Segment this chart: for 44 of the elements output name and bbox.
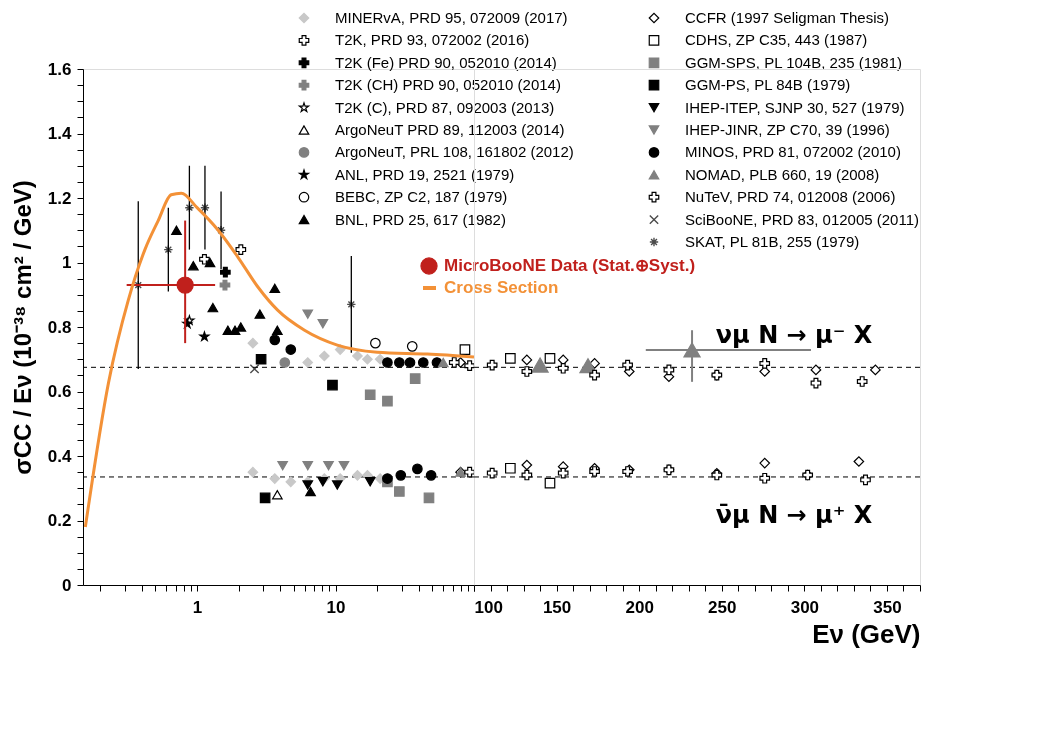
legend-label: IHEP-JINR, ZP C70, 39 (1996)	[685, 121, 890, 138]
annotation: ν̄μ N → μ⁺ X	[715, 501, 873, 529]
legend-label: GGM-PS, PL 84B (1979)	[685, 76, 851, 94]
legend-label: ANL, PRD 19, 2521 (1979)	[335, 165, 515, 183]
y-tick-label: 1.6	[47, 59, 72, 79]
legend-label: MINERvA, PRD 95, 072009 (2017)	[335, 9, 568, 26]
legend-label: CCFR (1997 Seligman Thesis)	[685, 9, 889, 26]
y-tick-label: 0	[62, 575, 72, 595]
x-tick-label: 250	[708, 597, 737, 617]
legend-label: ArgoNeuT PRD 89, 112003 (2014)	[335, 121, 565, 138]
legend-label: SKAT, PL 81B, 255 (1979)	[685, 233, 860, 250]
x-tick-label: 350	[873, 597, 902, 617]
legend-label: T2K (Fe) PRD 90, 052010 (2014)	[335, 53, 557, 71]
legend-label: ArgoNeuT, PRL 108, 161802 (2012)	[335, 143, 574, 161]
x-tick-label: 150	[542, 597, 572, 617]
legend-label: NuTeV, PRD 74, 012008 (2006)	[685, 188, 896, 206]
y-tick-label: 0.6	[47, 382, 72, 401]
legend-label: T2K (C), PRD 87, 092003 (2013)	[335, 98, 555, 116]
legend-label: CDHS, ZP C35, 443 (1987)	[685, 31, 868, 49]
y-tick-label: 0.8	[47, 317, 72, 337]
legend-label: GGM-SPS, PL 104B, 235 (1981)	[685, 53, 903, 71]
x-tick-label: 200	[625, 597, 654, 617]
legend-label: T2K (CH) PRD 90, 052010 (2014)	[335, 76, 561, 94]
legend-label: SciBooNE, PRD 83, 012005 (2011)	[685, 210, 920, 228]
y-tick-label: 1.4	[47, 124, 73, 143]
legend-label: Cross Section	[444, 278, 559, 297]
legend-label: NOMAD, PLB 660, 19 (2008)	[685, 165, 880, 183]
legend-label: BEBC, ZP C2, 187 (1979)	[335, 188, 508, 206]
x-tick-label: 300	[790, 597, 820, 617]
legend-label: BNL, PRD 25, 617 (1982)	[335, 210, 506, 228]
annotation: νμ N → μ⁻ X	[715, 321, 873, 349]
legend-label: MINOS, PRD 81, 072002 (2010)	[685, 143, 901, 161]
legend-label: IHEP-ITEP, SJNP 30, 527 (1979)	[685, 98, 905, 116]
legend-label: MicroBooNE Data (Stat.⊕Syst.)	[444, 256, 696, 275]
y-tick-label: 1	[62, 253, 72, 272]
x-tick-label: 1	[192, 597, 203, 617]
y-tick-label: 0.2	[47, 511, 72, 530]
x-axis-title: Eν (GeV)	[812, 618, 921, 649]
y-tick-label: 0.4	[47, 446, 73, 466]
legend-label: T2K, PRD 93, 072002 (2016)	[335, 31, 530, 49]
y-axis-title: σCC / Eν (10⁻³⁸ cm² / GeV)	[8, 180, 36, 475]
x-tick-label: 100	[474, 597, 503, 617]
y-tick-label: 1.2	[47, 188, 72, 208]
x-tick-label: 10	[326, 597, 346, 617]
